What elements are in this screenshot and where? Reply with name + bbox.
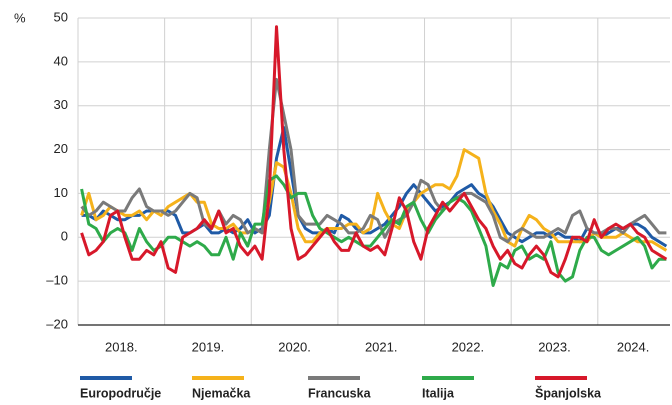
y-unit: % — [14, 10, 26, 25]
legend-label: Španjolska — [535, 385, 602, 400]
x-tick-label: 2018. — [105, 339, 138, 354]
x-tick-label: 2021. — [365, 339, 398, 354]
legend-label: Francuska — [308, 386, 372, 400]
y-tick-label: 20 — [54, 141, 68, 156]
y-tick-label: 40 — [54, 53, 68, 68]
series-line — [81, 126, 668, 248]
series-line — [80, 25, 668, 279]
series-line — [80, 148, 668, 252]
legend-label: Europodručje — [80, 386, 161, 400]
legend-label: Njemačka — [192, 386, 251, 400]
y-tick-label: –10 — [46, 273, 68, 288]
legend-label: Italija — [422, 386, 455, 400]
x-tick-label: 2022. — [452, 339, 485, 354]
y-tick-label: 50 — [54, 9, 68, 24]
y-tick-label: 30 — [54, 97, 68, 112]
x-tick-label: 2019. — [192, 339, 225, 354]
x-tick-label: 2024. — [617, 339, 650, 354]
series-line — [80, 77, 667, 244]
y-tick-label: –20 — [46, 316, 68, 331]
y-tick-label: 10 — [54, 185, 68, 200]
series-line — [80, 174, 667, 287]
x-tick-label: 2020. — [278, 339, 311, 354]
y-tick-label: 0 — [61, 229, 68, 244]
x-tick-label: 2023. — [538, 339, 571, 354]
